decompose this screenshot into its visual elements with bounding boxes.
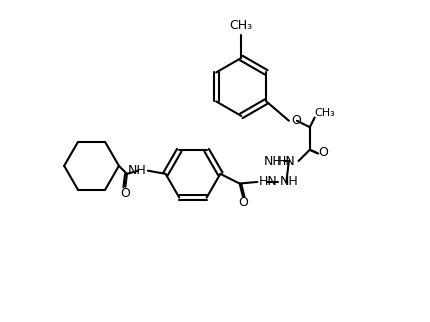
Text: O: O <box>120 187 130 200</box>
Text: O: O <box>291 114 300 127</box>
Text: NH: NH <box>279 175 298 188</box>
Text: CH₃: CH₃ <box>229 19 252 32</box>
Text: NH: NH <box>263 155 282 167</box>
Text: HN: HN <box>258 175 277 188</box>
Text: O: O <box>317 147 327 159</box>
Text: O: O <box>237 196 247 209</box>
Text: NH: NH <box>127 164 146 177</box>
Text: HN: HN <box>276 155 295 167</box>
Text: CH₃: CH₃ <box>314 108 335 118</box>
